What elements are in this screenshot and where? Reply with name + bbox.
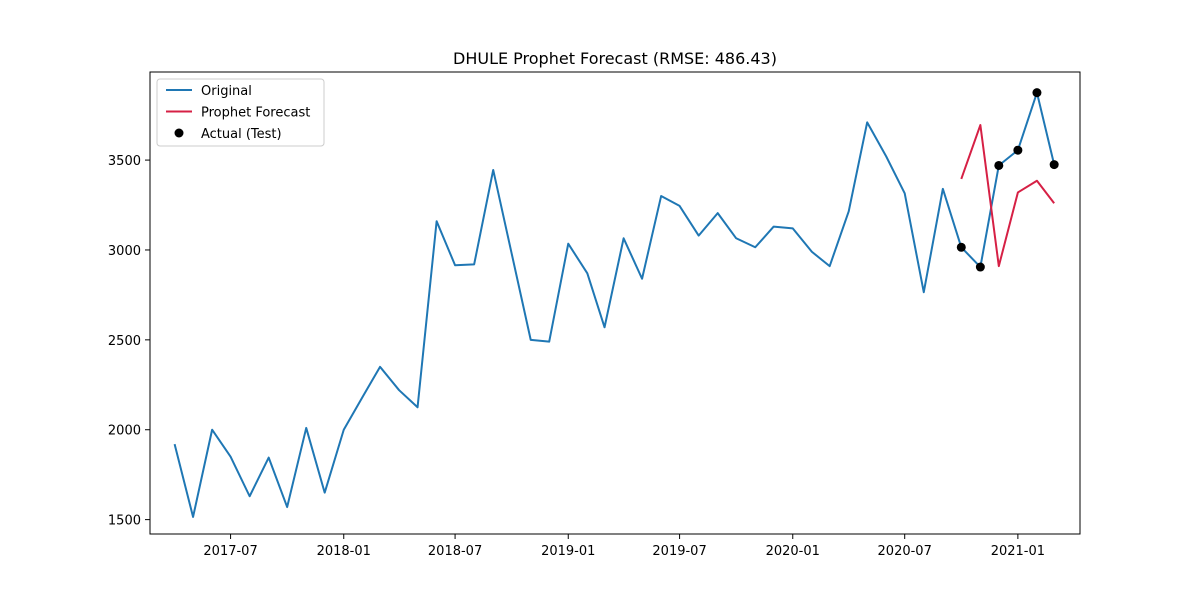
axes-frame — [149, 71, 1081, 535]
x-tick-label: 2018-07 — [428, 544, 482, 559]
chart-title: DHULE Prophet Forecast (RMSE: 486.43) — [453, 49, 777, 68]
actual-test-point — [975, 262, 985, 272]
x-tick-label: 2019-01 — [541, 544, 595, 559]
axes: 2017-07 2018-01 2018-07 2019-01 2019-07 2020-… — [108, 71, 1081, 559]
y-tick-label: 2000 — [108, 424, 141, 439]
y-tick-label: 3000 — [108, 244, 141, 259]
legend-swatch-2 — [174, 128, 184, 138]
legend-label-0: Original — [201, 84, 252, 99]
x-tick-label: 2020-01 — [766, 544, 820, 559]
y-tick-label: 2500 — [108, 334, 141, 349]
legend-label-1: Prophet Forecast — [201, 106, 310, 121]
x-tick-label: 2017-07 — [203, 544, 257, 559]
x-tick-label: 2019-07 — [652, 544, 706, 559]
y-tick-label: 3500 — [108, 154, 141, 169]
x-tick-label: 2020-07 — [878, 544, 932, 559]
legend: Original Prophet Forecast Actual (Test) — [156, 78, 325, 147]
series-line-0 — [173, 91, 1056, 518]
actual-test-point — [1032, 88, 1042, 98]
plot-area — [173, 88, 1059, 518]
x-tick-label: 2021-01 — [991, 544, 1045, 559]
legend-box — [156, 78, 325, 147]
y-tick-label: 1500 — [108, 514, 141, 529]
series-line-1 — [960, 124, 1055, 268]
legend-label-2: Actual (Test) — [201, 127, 282, 142]
x-tick-label: 2018-01 — [317, 544, 371, 559]
actual-test-point — [956, 242, 966, 252]
actual-test-point — [994, 160, 1004, 170]
actual-test-point — [1049, 160, 1059, 170]
actual-test-point — [1013, 145, 1023, 155]
